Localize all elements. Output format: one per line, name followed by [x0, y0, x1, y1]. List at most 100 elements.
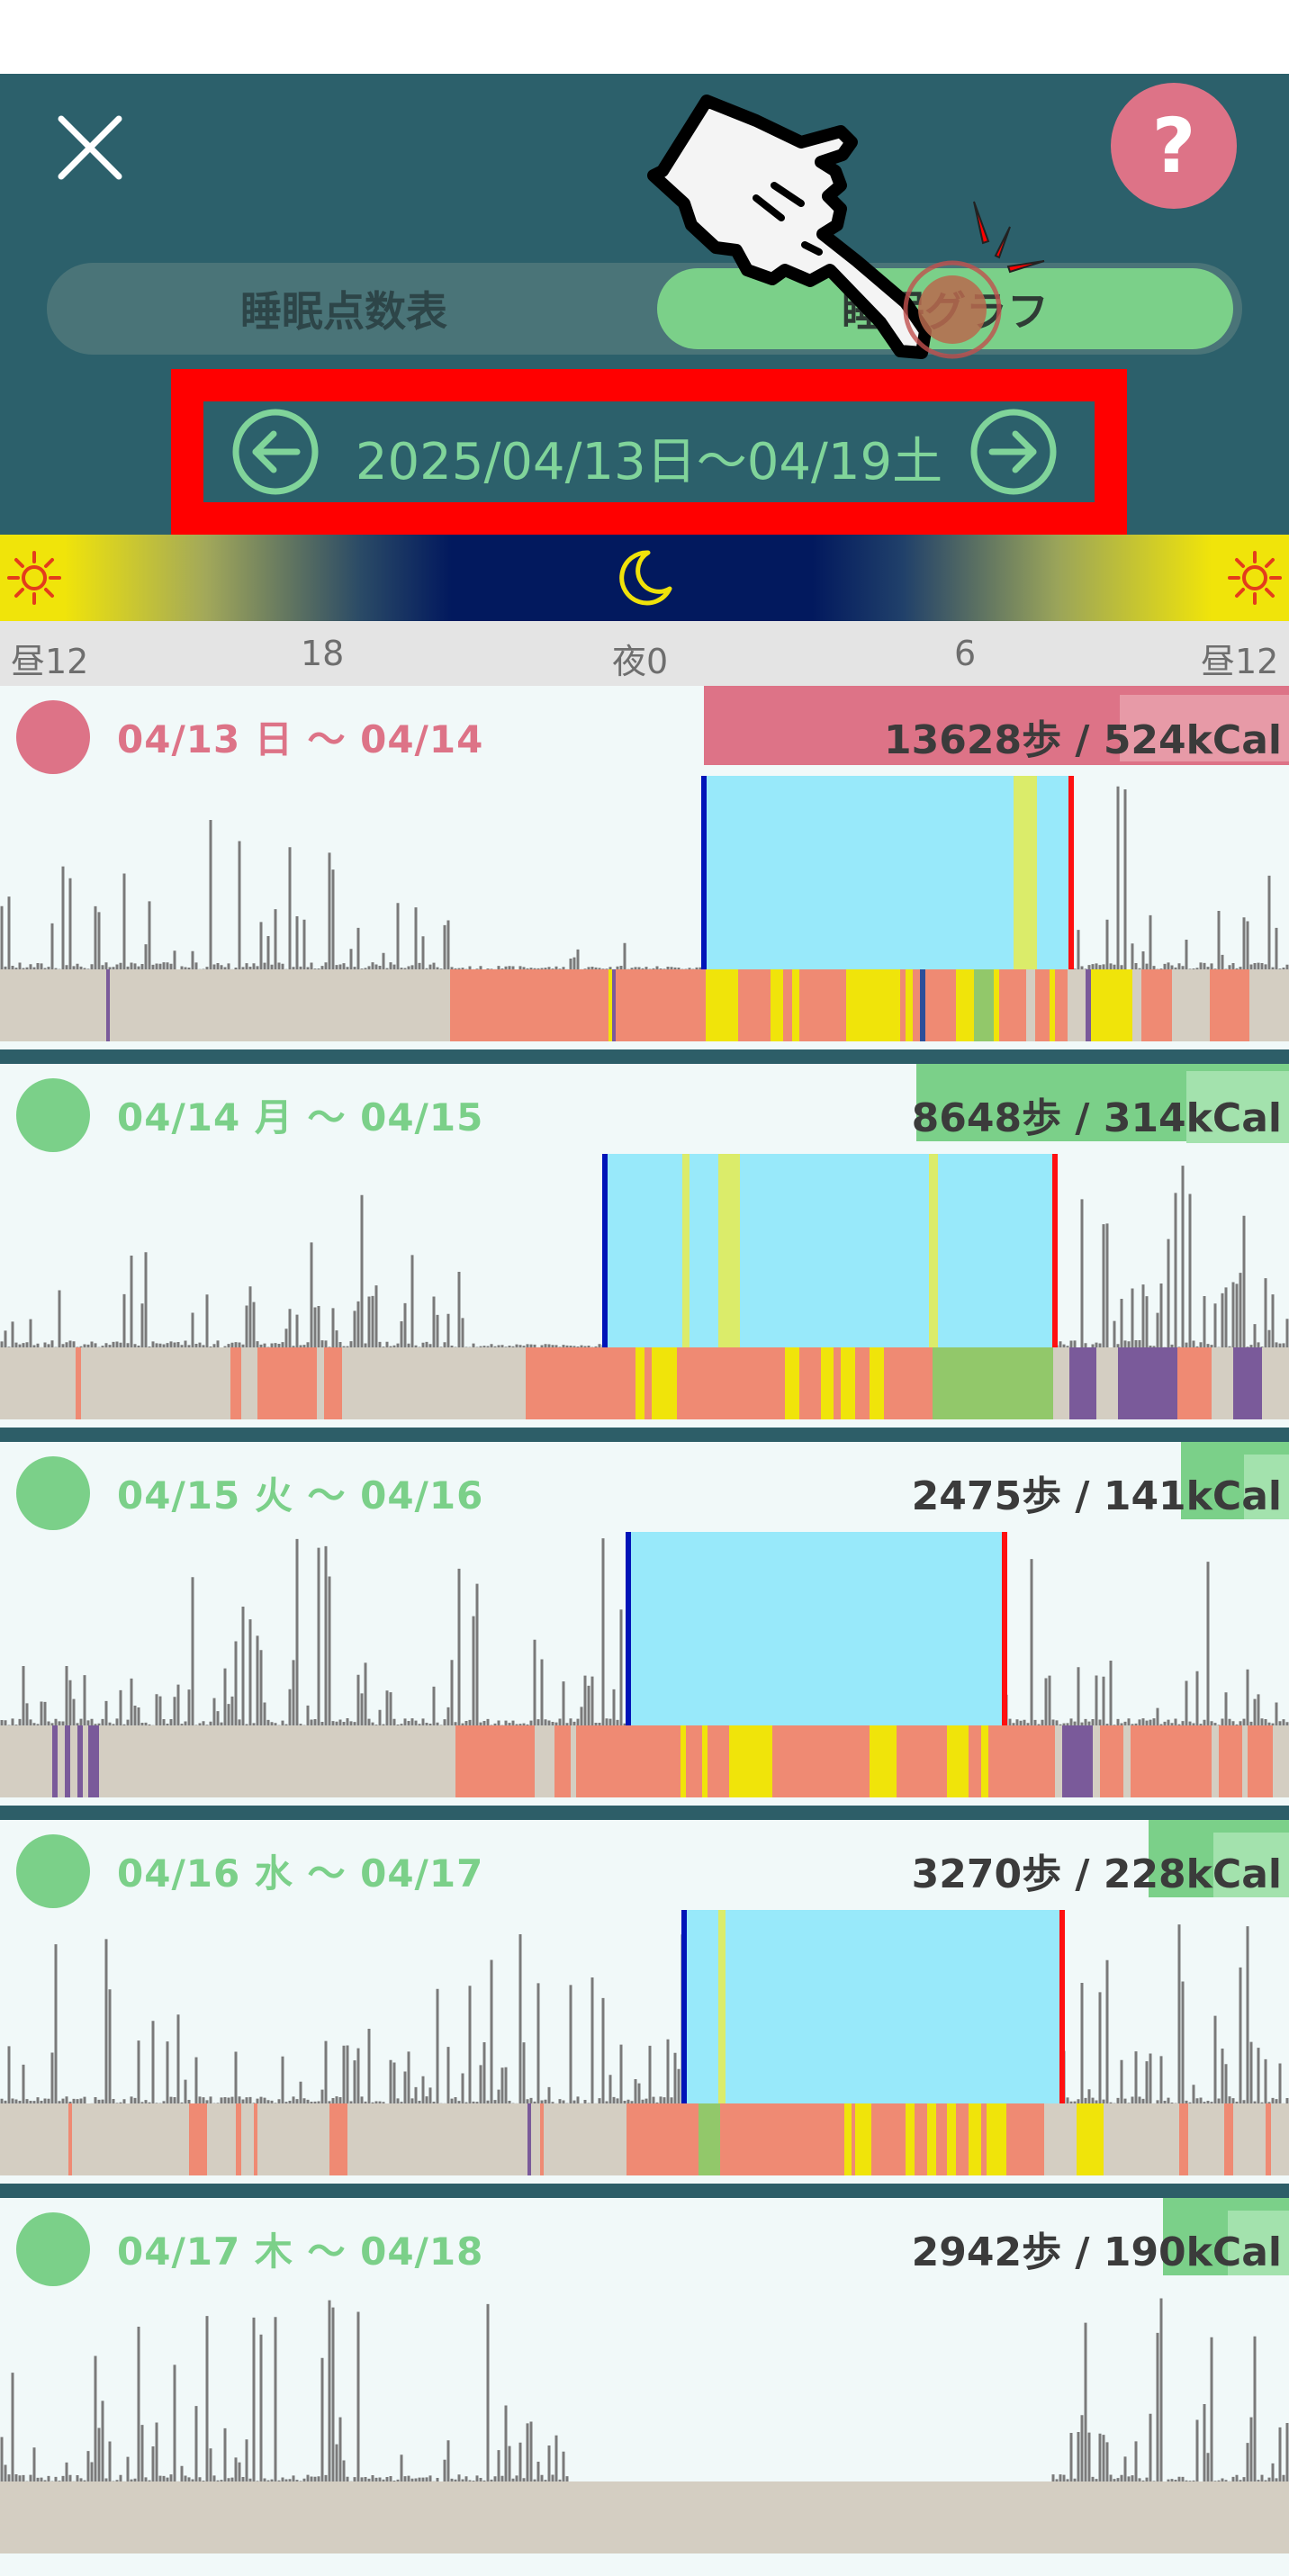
- activity-bars: [0, 2298, 1289, 2481]
- sleep-stage-segment: [526, 1347, 531, 1419]
- sleep-stage-segment: [612, 969, 616, 1041]
- moon-icon: [619, 550, 672, 606]
- sleep-stage-segment: [652, 1347, 677, 1419]
- time-label: 昼12: [11, 642, 89, 681]
- sleep-stage-segment: [702, 1725, 708, 1797]
- day-row[interactable]: 04/13 日 〜 04/14 13628歩 / 524kCal: [0, 686, 1289, 1064]
- sleep-stage-segment: [771, 969, 783, 1041]
- sleep-stage-segment: [792, 969, 799, 1041]
- day-separator: [0, 1428, 1289, 1442]
- activity-bars: [0, 786, 1289, 969]
- day-row[interactable]: 04/15 火 〜 04/16 2475歩 / 141kCal: [0, 1442, 1289, 1820]
- sleep-stage-segment: [0, 969, 450, 1041]
- sleep-stage-segment: [706, 969, 738, 1041]
- sleep-stage-segment: [681, 1725, 686, 1797]
- awake-band: [682, 1154, 690, 1347]
- day-separator: [0, 2184, 1289, 2198]
- sleep-stage-segment: [920, 969, 925, 1041]
- awake-band: [929, 1154, 938, 1347]
- stats-badge-bg: [1120, 695, 1289, 761]
- day-row[interactable]: 04/16 水 〜 04/17 3270歩 / 228kCal: [0, 1820, 1289, 2198]
- sleep-stage-segment: [870, 1347, 884, 1419]
- sleep-stage-segment: [855, 2103, 871, 2175]
- awake-band: [718, 1910, 726, 2103]
- day-steps-calories: 2475歩 / 141kCal: [911, 1473, 1282, 1519]
- sleep-stage-segment: [106, 969, 110, 1041]
- day-date-label: 04/16 水 〜 04/17: [117, 1851, 484, 1896]
- time-label: 夜0: [612, 642, 669, 681]
- sleep-stage-segment: [0, 1725, 455, 1797]
- sleep-period: [684, 1910, 1062, 2103]
- sleep-stage-segment: [1077, 2103, 1104, 2175]
- sleep-stage-segment: [68, 2103, 72, 2175]
- sleep-stage-segment: [1242, 1725, 1248, 1797]
- time-label: 18: [301, 634, 345, 673]
- day-score-dot: [16, 1834, 90, 1908]
- sleep-stage-segment: [1086, 969, 1091, 1041]
- sleep-stage-segment: [52, 1725, 58, 1797]
- sleep-stage-segment: [974, 969, 994, 1041]
- sleep-stage-segment: [1118, 1347, 1177, 1419]
- sleep-stage-segment: [699, 2103, 720, 2175]
- sleep-stage-segment: [729, 1725, 772, 1797]
- day-row[interactable]: 04/14 月 〜 04/15 8648歩 / 314kCal: [0, 1064, 1289, 1442]
- sleep-stage-segment: [540, 2103, 544, 2175]
- sleep-stage-segment: [635, 1347, 644, 1419]
- sleep-stage-segment: [571, 1725, 576, 1797]
- pointing-hand-icon: [647, 95, 1045, 359]
- sleep-stage-segment: [230, 1347, 241, 1419]
- day-steps-calories: 3270歩 / 228kCal: [911, 1851, 1282, 1897]
- sleep-stage-segment: [1262, 1347, 1289, 1419]
- help-button[interactable]: ?: [1111, 83, 1237, 209]
- sleep-stage-segment: [1096, 1347, 1118, 1419]
- day-score-dot: [16, 700, 90, 774]
- stats-badge-bg: [1186, 1071, 1289, 1143]
- sleep-period: [628, 1532, 1005, 1725]
- sleep-stage-segment: [1132, 969, 1141, 1041]
- stats-badge-bg: [1244, 1455, 1289, 1519]
- day-steps-calories: 2942歩 / 190kCal: [911, 2229, 1282, 2275]
- sun-icon: [7, 551, 61, 605]
- date-range-highlight: 2025/04/13日〜04/19土: [171, 369, 1127, 535]
- sleep-stage-segment: [821, 1347, 834, 1419]
- sleep-stage-segment: [189, 2103, 207, 2175]
- sleep-stage-segment: [1053, 1347, 1069, 1419]
- activity-bars: [0, 1538, 1289, 1725]
- day-score-dot: [16, 1078, 90, 1152]
- tab-sleep-score-table[interactable]: 睡眠点数表: [240, 287, 447, 336]
- date-range-label: 2025/04/13日〜04/19土: [355, 433, 943, 491]
- sleep-stage-segment: [77, 1725, 83, 1797]
- sleep-stage-segment: [254, 2103, 257, 2175]
- time-label: 昼12: [1201, 642, 1279, 681]
- sleep-stage-segment: [1179, 2103, 1188, 2175]
- activity-chart: [0, 2298, 1289, 2553]
- stats-badge-bg: [1213, 1833, 1289, 1897]
- arrow-left-icon[interactable]: [232, 409, 319, 495]
- sleep-stage-segment: [947, 2103, 956, 2175]
- sleep-stage-segment: [324, 1347, 342, 1419]
- sleep-stage-segment: [1123, 1725, 1131, 1797]
- day-date-label: 04/17 木 〜 04/18: [117, 2229, 484, 2274]
- awake-band: [718, 1154, 740, 1347]
- day-date-label: 04/15 火 〜 04/16: [117, 1473, 484, 1518]
- sleep-stage-segment: [1044, 2103, 1077, 2175]
- sleep-stage-segment: [76, 1347, 81, 1419]
- activity-bars: [0, 1166, 1289, 1347]
- arrow-right-icon[interactable]: [970, 409, 1057, 495]
- sleep-stage-segment: [927, 2103, 936, 2175]
- sleep-stage-segment: [535, 1725, 554, 1797]
- sleep-stage-segment: [0, 2481, 1289, 2553]
- day-steps-calories: 13628歩 / 524kCal: [884, 717, 1282, 763]
- day-night-bar: [0, 535, 1289, 621]
- day-row[interactable]: 04/17 木 〜 04/18 2942歩 / 190kCal: [0, 2198, 1289, 2576]
- status-bar-area: [0, 0, 1289, 74]
- sleep-stage-segment: [257, 1347, 317, 1419]
- sleep-stage-segment: [527, 2103, 531, 2175]
- sleep-stage-segment: [956, 969, 974, 1041]
- day-separator: [0, 1806, 1289, 1820]
- activity-chart: [0, 1910, 1289, 2175]
- activity-bars: [0, 1924, 1289, 2103]
- activity-chart: [0, 1532, 1289, 1797]
- close-icon[interactable]: [52, 110, 128, 185]
- sleep-stage-segment: [88, 1725, 99, 1797]
